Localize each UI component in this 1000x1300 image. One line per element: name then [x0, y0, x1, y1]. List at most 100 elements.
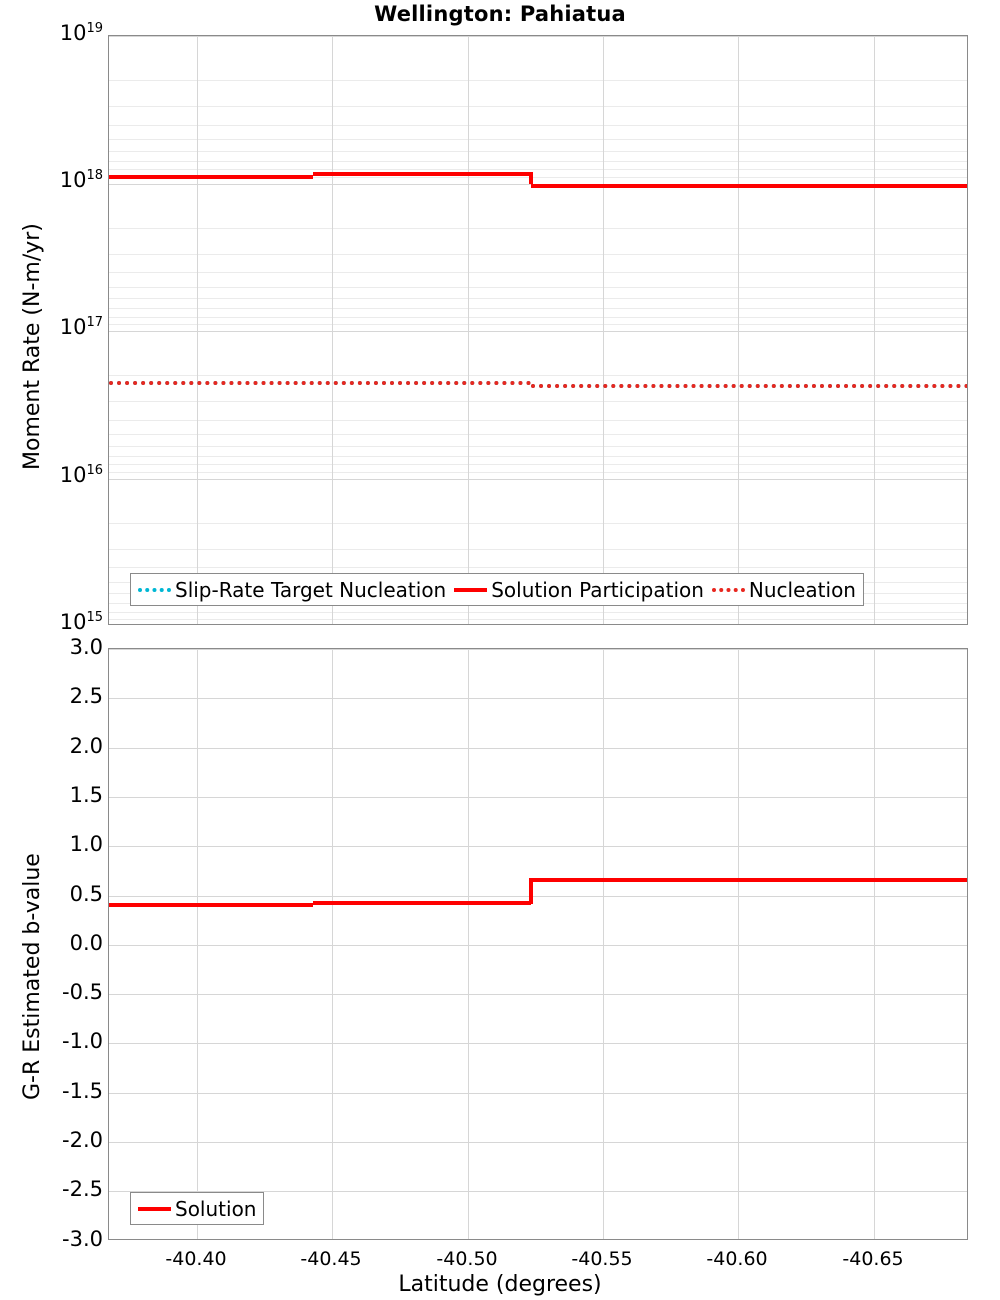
legend-swatch-solid-red-icon — [138, 1206, 171, 1211]
y-tick-top-0: 1019 — [59, 21, 103, 45]
gridline-v-top — [874, 36, 875, 624]
y-tick-bottom-10: -2.0 — [62, 1128, 103, 1152]
moment-rate-plot: Slip-Rate Target Nucleation Solution Par… — [108, 35, 968, 625]
y-tick-bottom-3: 1.5 — [69, 782, 103, 807]
series-solution-participation — [313, 172, 531, 176]
gridline-h-top-minor — [109, 375, 967, 377]
gridline-h-top-minor — [109, 324, 967, 326]
legend-label-solution-participation: Solution Participation — [491, 577, 704, 602]
gridline-v-bottom — [468, 649, 469, 1239]
series-nucleation — [109, 381, 531, 385]
series-solution-participation — [531, 184, 967, 188]
gridline-h-top-minor — [109, 316, 967, 318]
legend-entry-slip-rate-target-nucleation[interactable]: Slip-Rate Target Nucleation — [138, 578, 446, 602]
gridline-h-bottom — [109, 796, 967, 798]
legend-swatch-solid-red-icon — [454, 587, 488, 592]
legend-swatch-dotted-cyan-icon — [138, 587, 171, 592]
x-tick-4: -40.60 — [706, 1248, 768, 1270]
gridline-h-top-minor — [109, 150, 967, 152]
y-tick-top-2: 1017 — [59, 315, 103, 339]
gridline-h-bottom — [109, 1043, 967, 1045]
bottom-y-axis-ticks: 3.0 2.5 2.0 1.5 1.0 0.5 0.0 -0.5 -1.0 -1… — [0, 635, 103, 1251]
top-y-axis-label: Moment Rate (N-m/yr) — [20, 223, 45, 470]
gridline-h-top-minor — [109, 548, 967, 550]
gridline-v-bottom — [738, 649, 739, 1239]
series-nucleation — [531, 384, 967, 388]
gridline-h-bottom — [109, 1142, 967, 1143]
legend-entry-nucleation[interactable]: Nucleation — [711, 577, 856, 602]
gridline-h-top-minor — [109, 160, 967, 162]
series-solution — [109, 902, 313, 907]
gridline-v-bottom — [197, 649, 198, 1239]
x-tick-5: -40.65 — [842, 1248, 904, 1270]
gridline-h-top-major-0 — [109, 36, 967, 37]
series-solution-participation-riser — [529, 172, 533, 184]
gridline-h-bottom — [109, 698, 967, 700]
gridline-v-top — [603, 36, 604, 624]
top-y-axis-ticks: 1019 1018 1017 1016 1015 — [0, 21, 103, 634]
series-solution-riser — [529, 878, 533, 904]
y-tick-bottom-7: -0.5 — [62, 980, 103, 1005]
gridline-h-top-minor — [109, 455, 967, 457]
y-tick-top-1: 1018 — [59, 168, 103, 192]
x-tick-1: -40.45 — [300, 1248, 362, 1270]
gridline-h-top-minor — [109, 253, 967, 255]
gridline-h-top-minor — [109, 139, 967, 140]
y-tick-bottom-0: 3.0 — [69, 635, 103, 659]
gridline-h-top-minor — [109, 401, 967, 403]
gridline-h-top-minor — [109, 80, 967, 82]
top-plot-legend[interactable]: Slip-Rate Target Nucleation Solution Par… — [130, 573, 864, 606]
gridline-h-top-minor — [109, 522, 967, 524]
gridline-v-top — [197, 36, 198, 624]
y-tick-bottom-2: 2.0 — [69, 733, 103, 758]
gridline-h-top-minor — [109, 308, 967, 310]
gridline-h-top-major-3 — [109, 478, 967, 480]
gridline-h-top-minor — [109, 176, 967, 178]
gridline-h-bottom — [109, 944, 967, 946]
legend-entry-solution-participation[interactable]: Solution Participation — [454, 578, 704, 602]
gridline-h-top-minor — [109, 464, 967, 466]
gridline-h-bottom — [109, 846, 967, 848]
bottom-plot-area: Solution — [109, 649, 967, 1239]
gridline-v-bottom — [332, 649, 333, 1239]
x-tick-2: -40.50 — [436, 1248, 498, 1270]
gridline-v-top — [468, 36, 469, 624]
gridline-h-top-minor — [109, 567, 967, 569]
gridline-h-bottom — [109, 994, 967, 996]
y-tick-top-3: 1016 — [59, 463, 103, 487]
gridline-h-bottom — [109, 649, 967, 650]
y-tick-bottom-12: -3.0 — [62, 1226, 103, 1251]
legend-label-solution: Solution — [175, 1196, 257, 1221]
y-tick-bottom-5: 0.5 — [69, 881, 103, 906]
gridline-h-top-minor — [109, 272, 967, 274]
bottom-y-axis-label: G-R Estimated b-value — [20, 853, 45, 1100]
gridline-h-top-minor — [109, 286, 967, 288]
x-axis-label: Latitude (degrees) — [398, 1272, 602, 1297]
gridline-h-top-minor — [109, 434, 967, 435]
legend-label-nucleation: Nucleation — [748, 577, 856, 602]
bottom-plot-legend[interactable]: Solution — [130, 1192, 265, 1225]
gridline-h-top-minor — [109, 227, 967, 229]
gridline-h-top-minor — [109, 169, 967, 171]
b-value-plot: Solution — [108, 648, 968, 1240]
gridline-h-top-minor — [109, 471, 967, 473]
gridline-h-bottom — [109, 895, 967, 897]
x-tick-3: -40.55 — [571, 1248, 633, 1270]
gridline-h-top-minor — [109, 106, 967, 108]
legend-entry-solution[interactable]: Solution — [138, 1197, 256, 1221]
gridline-h-top-minor — [109, 124, 967, 126]
gridline-v-top — [738, 36, 739, 624]
gridline-h-bottom — [109, 747, 967, 749]
gridline-h-bottom — [109, 1092, 967, 1094]
series-solution — [313, 900, 531, 905]
gridline-h-top-minor — [109, 611, 967, 613]
gridline-h-top-minor — [109, 619, 967, 621]
y-tick-bottom-11: -2.5 — [62, 1177, 103, 1202]
gridline-h-top-minor — [109, 445, 967, 447]
y-tick-bottom-4: 1.0 — [69, 832, 103, 857]
y-tick-bottom-6: 0.0 — [69, 930, 103, 955]
gridline-v-bottom — [603, 649, 604, 1239]
gridline-v-top — [332, 36, 333, 624]
y-tick-bottom-8: -1.0 — [62, 1029, 103, 1054]
